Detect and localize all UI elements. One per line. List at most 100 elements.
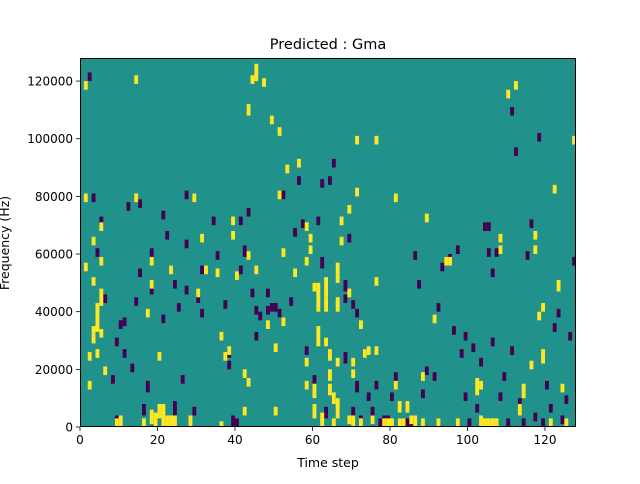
heatmap-cell-positive	[293, 268, 298, 278]
heatmap-cell-negative	[95, 248, 100, 257]
heatmap-cell-negative	[242, 245, 247, 257]
heatmap-cell-negative	[533, 412, 538, 422]
heatmap-cell-positive	[304, 380, 309, 390]
heatmap-cell-negative	[231, 415, 236, 427]
heatmap-cell-positive	[316, 326, 321, 347]
heatmap-cell-negative	[498, 392, 503, 402]
heatmap-cell-positive	[204, 265, 208, 275]
heatmap-cell-positive	[479, 415, 484, 427]
heatmap-cell-positive	[312, 383, 317, 399]
heatmap-cell-negative	[235, 418, 239, 427]
heatmap-cell-positive	[246, 377, 251, 387]
y-tick-label: 60000	[35, 248, 73, 262]
heatmap-cell-positive	[362, 349, 367, 358]
heatmap-cell-negative	[223, 300, 228, 309]
heatmap-cell-positive	[277, 127, 282, 136]
heatmap-cell-negative	[254, 331, 259, 341]
heatmap-cell-negative	[99, 216, 104, 226]
heatmap-cell-positive	[91, 326, 96, 335]
heatmap-cell-positive	[421, 418, 425, 427]
heatmap-cell-negative	[254, 305, 259, 315]
heatmap-cell-positive	[537, 311, 542, 321]
heatmap-cell-negative	[405, 418, 410, 427]
heatmap-cell-positive	[312, 282, 317, 292]
x-tick-label: 100	[456, 433, 479, 447]
heatmap-cell-positive	[514, 81, 518, 90]
heatmap-cell-negative	[471, 343, 476, 353]
heatmap-cell-negative	[266, 288, 270, 298]
y-tick-label: 80000	[35, 190, 73, 204]
heatmap-cell-negative	[521, 418, 526, 427]
heatmap-cell-negative	[413, 251, 418, 260]
heatmap-cell-positive	[494, 418, 499, 427]
heatmap-cell-positive	[219, 331, 224, 341]
heatmap-cell-positive	[432, 314, 437, 324]
heatmap-cell-positive	[320, 418, 325, 427]
heatmap-cell-positive	[359, 418, 363, 427]
heatmap-cell-positive	[285, 164, 290, 174]
heatmap-cell-negative	[149, 285, 154, 295]
heatmap-cell-positive	[335, 357, 340, 367]
heatmap-cell-negative	[467, 418, 472, 427]
heatmap-cell-negative	[165, 230, 170, 240]
heatmap-cell-negative	[545, 380, 549, 390]
heatmap-cell-negative	[277, 308, 282, 318]
heatmap-cell-positive	[246, 251, 251, 260]
heatmap-cell-negative	[514, 147, 518, 157]
heatmap-cell-positive	[355, 187, 360, 197]
heatmap-cell-positive	[91, 277, 96, 286]
heatmap-cell-negative	[184, 285, 189, 295]
heatmap-cell-negative	[331, 158, 336, 168]
heatmap-cell-positive	[572, 135, 577, 145]
heatmap-cell-negative	[475, 403, 480, 413]
heatmap-cell-positive	[328, 369, 332, 381]
heatmap-cell-positive	[149, 409, 154, 425]
heatmap-cell-positive	[382, 418, 387, 427]
heatmap-cell-positive	[281, 317, 286, 327]
heatmap-cell-negative	[138, 268, 143, 278]
heatmap-cell-negative	[343, 294, 348, 304]
heatmap-cell-negative	[300, 219, 305, 229]
heatmap-cell-positive	[223, 352, 228, 361]
heatmap-cell-positive	[351, 415, 356, 427]
heatmap-cell-positive	[242, 369, 247, 378]
heatmap-cell-positive	[405, 401, 410, 413]
x-axis-label: Time step	[296, 455, 359, 470]
heatmap-cell-negative	[316, 216, 321, 226]
heatmap-cell-positive	[393, 380, 398, 390]
heatmap-cell-negative	[173, 279, 177, 289]
heatmap-cell-positive	[242, 406, 247, 416]
heatmap-cell-negative	[293, 228, 298, 237]
heatmap-cell-positive	[339, 216, 344, 226]
heatmap-cell-negative	[541, 418, 546, 427]
heatmap-cell-positive	[517, 403, 522, 416]
y-tick-label: 120000	[27, 75, 73, 89]
heatmap-cell-positive	[374, 277, 379, 286]
heatmap-cell-negative	[215, 251, 220, 260]
heatmap-cell-negative	[258, 311, 263, 321]
heatmap-cell-positive	[455, 418, 460, 427]
heatmap-cell-negative	[525, 251, 530, 260]
heatmap-cell-positive	[347, 415, 352, 425]
heatmap-cell-positive	[95, 349, 100, 358]
heatmap-cell-negative	[455, 245, 460, 255]
heatmap-cell-positive	[304, 222, 309, 231]
heatmap-cell-positive	[366, 346, 371, 355]
heatmap-cell-positive	[273, 343, 278, 353]
heatmap-cell-negative	[320, 179, 325, 188]
heatmap-cell-negative	[227, 360, 232, 370]
heatmap-cell-negative	[568, 331, 573, 341]
heatmap-cell-positive	[227, 346, 232, 355]
x-axis-ticks: 0 20 40 60 80 100 120	[76, 427, 556, 447]
heatmap-cell-positive	[347, 205, 352, 214]
heatmap-cell-negative	[483, 222, 487, 231]
heatmap-cell-negative	[118, 320, 123, 329]
y-axis-ticks: 0 20000 40000 60000 80000 100000 120000	[27, 75, 80, 435]
heatmap-cell-positive	[498, 245, 503, 255]
heatmap-cell-positive	[99, 288, 104, 306]
y-axis-label: Frequency (Hz)	[0, 196, 12, 290]
heatmap-cell-positive	[153, 412, 158, 427]
heatmap-cell-positive	[235, 271, 239, 280]
heatmap-cell-negative	[250, 288, 255, 298]
heatmap-cell-positive	[316, 282, 321, 312]
